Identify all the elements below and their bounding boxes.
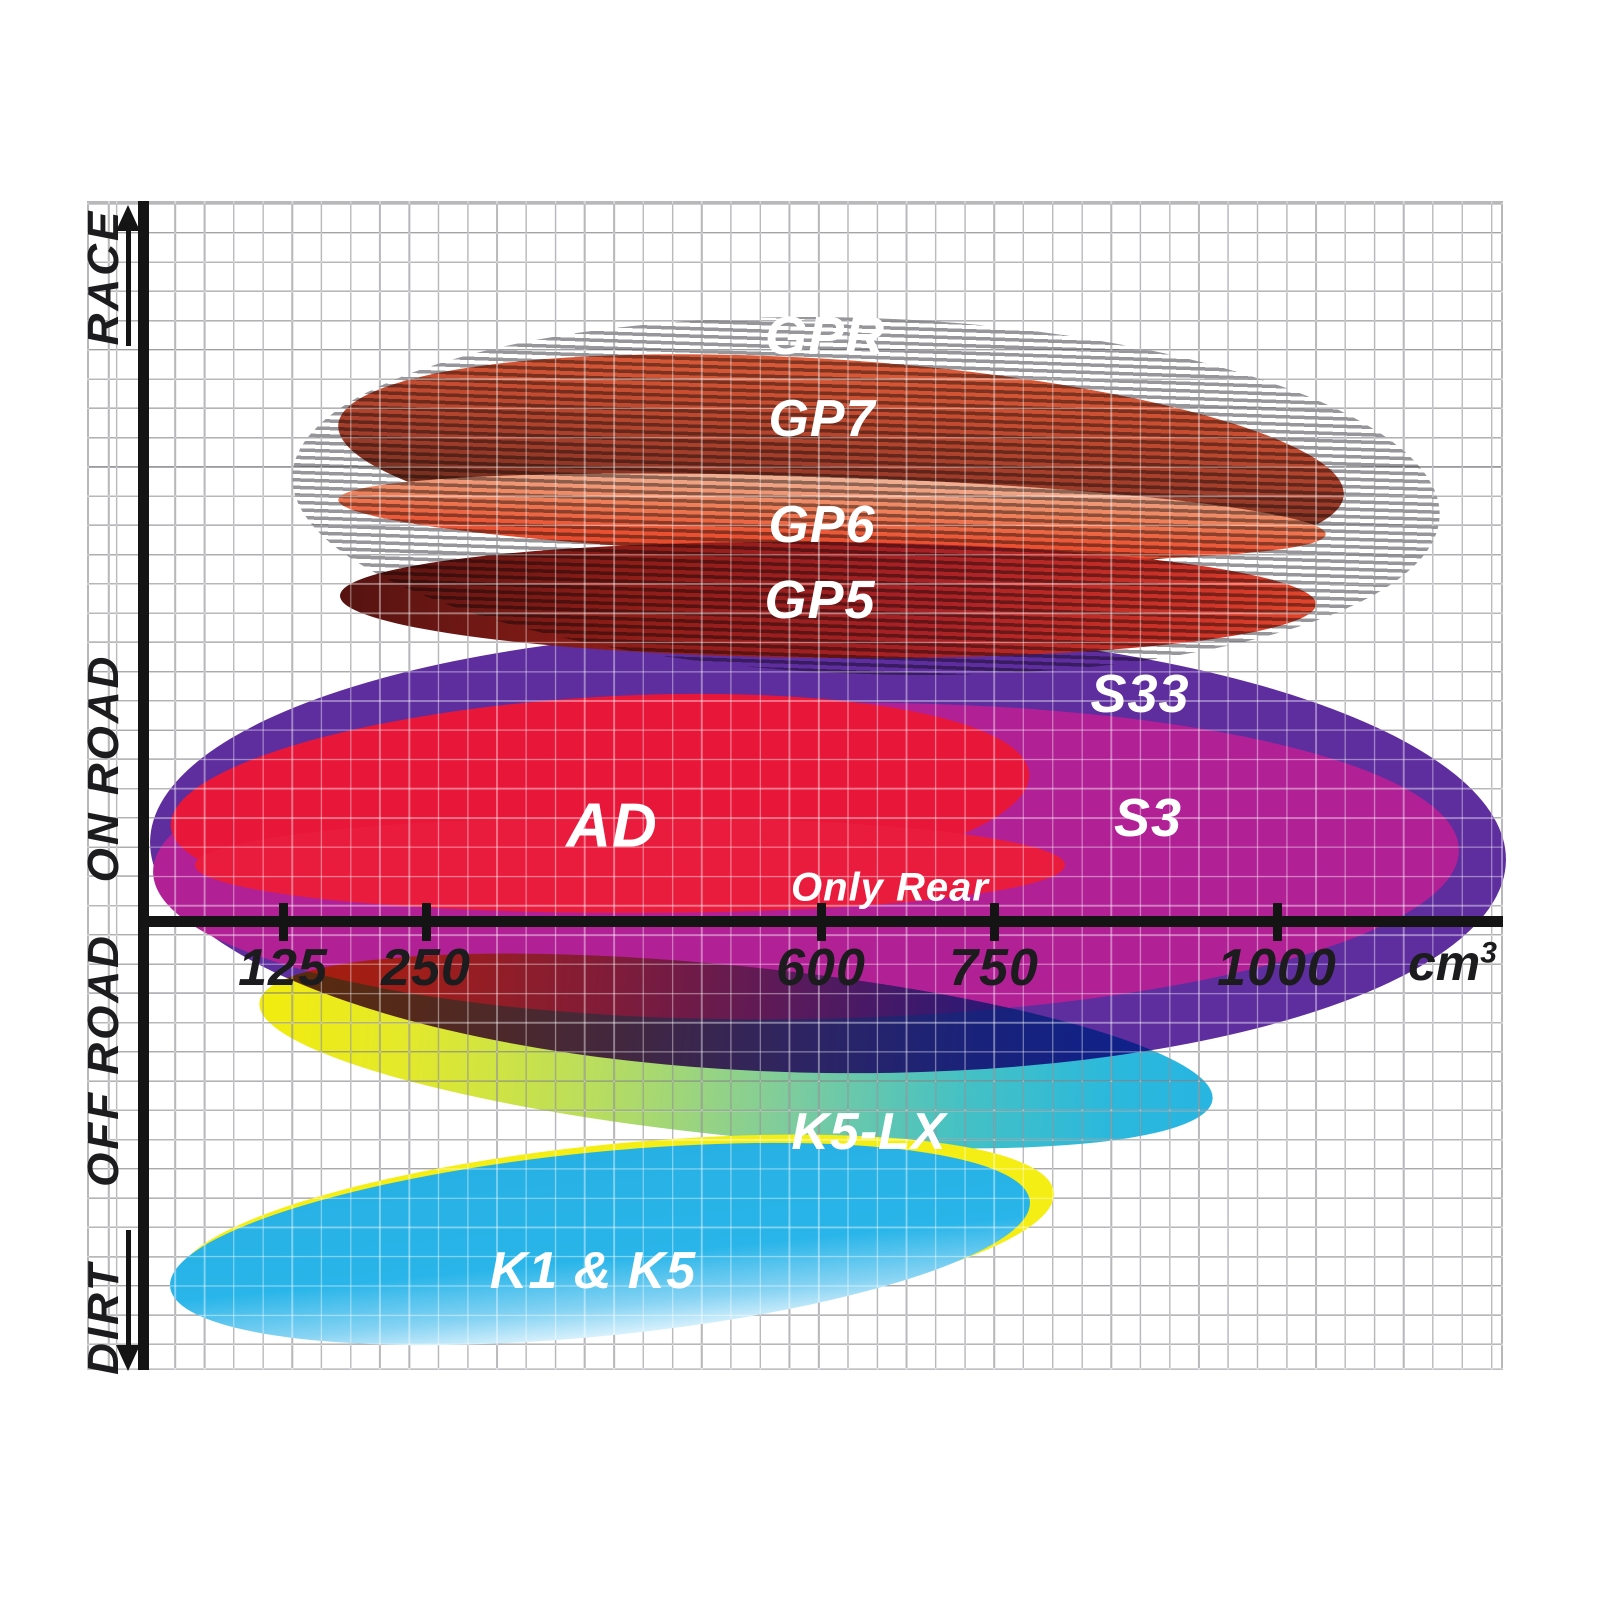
zone-label-s33: S33 (1090, 664, 1190, 724)
zone-label-gp7: GP7 (768, 390, 876, 448)
x-tick-label-250: 250 (381, 939, 471, 997)
zone-ad-only-rear-ellipse (195, 817, 1065, 913)
x-axis-unit-label: cm3 (1408, 934, 1497, 992)
x-tick-125 (278, 903, 288, 941)
dirt-arrow-down-icon (116, 1345, 140, 1371)
zone-label-ad-only-rear: Only Rear (791, 865, 989, 910)
zone-label-s3: S3 (1113, 788, 1183, 848)
y-axis-line (138, 201, 149, 1370)
x-tick-label-1000: 1000 (1217, 939, 1337, 997)
x-tick-label-600: 600 (776, 939, 866, 997)
x-tick-250 (421, 903, 431, 941)
x-tick-600 (816, 903, 826, 941)
zone-label-gp5: GP5 (764, 570, 876, 630)
race-arrow-up-icon (116, 205, 140, 231)
x-tick-1000 (1272, 903, 1282, 941)
dirt-arrow-shaft (126, 1230, 131, 1346)
zone-label-ad: AD (566, 791, 658, 861)
zone-label-k5-lx: K5-LX (791, 1103, 947, 1161)
unit-base: cm (1408, 935, 1481, 991)
zone-label-gpr: GPR (764, 306, 886, 366)
x-tick-750 (989, 903, 999, 941)
zone-label-k1-k5: K1 & K5 (489, 1242, 697, 1300)
zone-label-gp6: GP6 (768, 496, 876, 554)
x-tick-label-125: 125 (238, 939, 328, 997)
x-tick-label-750: 750 (949, 939, 1039, 997)
race-arrow-shaft (126, 230, 131, 346)
unit-exponent: 3 (1480, 936, 1497, 970)
